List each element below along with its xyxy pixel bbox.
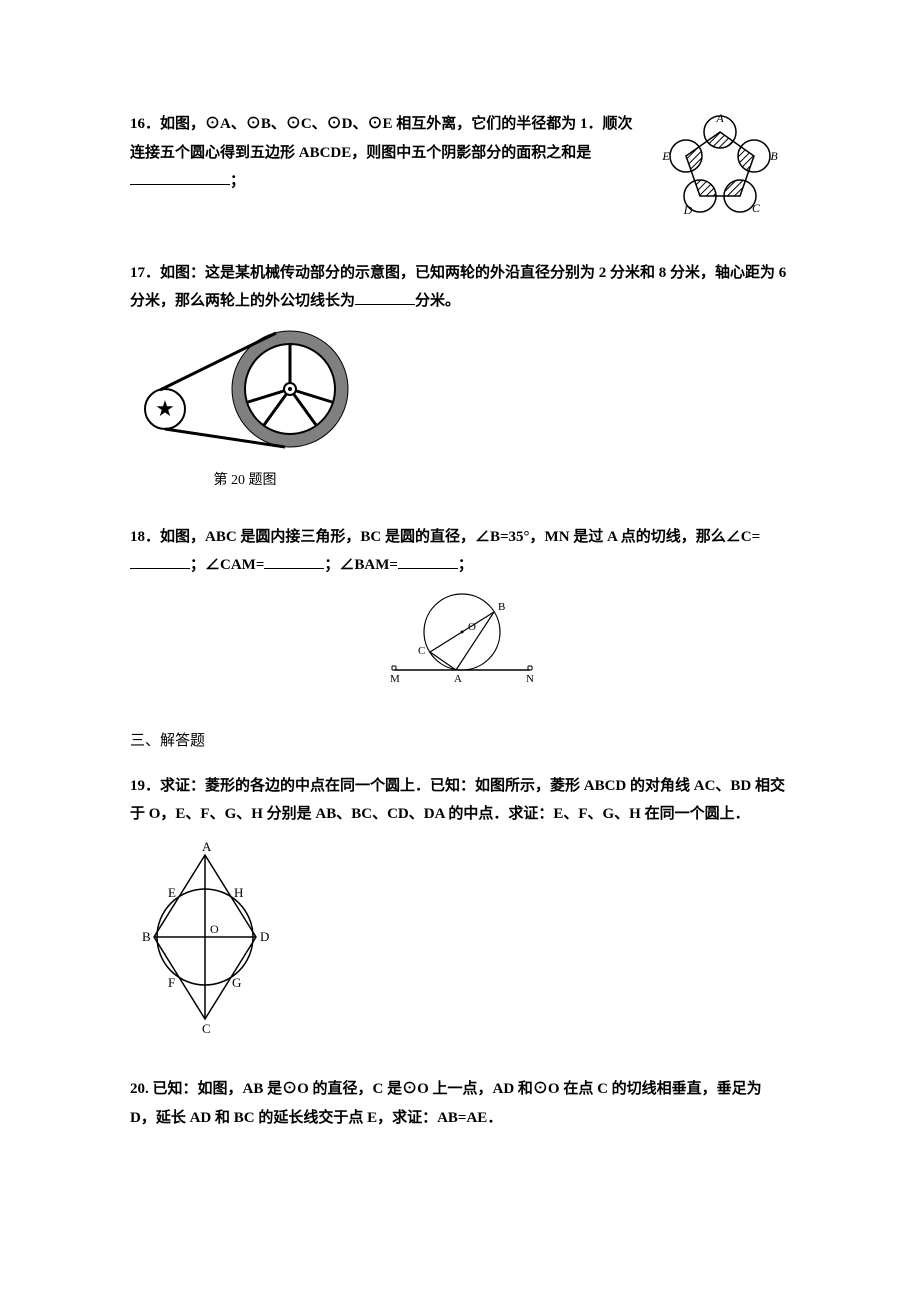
q16-num: 16 bbox=[130, 116, 145, 132]
section-3-title: 三、解答题 bbox=[130, 727, 790, 756]
q18-text-c: ；∠BAM= bbox=[324, 557, 398, 573]
q19-text: ．求证：菱形的各边的中点在同一个圆上．已知：如图所示，菱形 ABCD 的对角线 … bbox=[130, 778, 785, 823]
label-G: G bbox=[232, 975, 241, 990]
label-A: A bbox=[715, 111, 724, 125]
q18-text-b: ；∠CAM= bbox=[190, 557, 264, 573]
label-D: D bbox=[683, 203, 693, 217]
blank-18a[interactable] bbox=[130, 554, 190, 569]
figure-18: O B C A M N bbox=[130, 584, 790, 700]
q16-text-b: ； bbox=[230, 173, 245, 189]
q18-text-a: ．如图，ABC 是圆内接三角形，BC 是圆的直径，∠B=35°，MN 是过 A … bbox=[145, 529, 760, 545]
figure-19: A B C D E H F G O bbox=[130, 837, 790, 1048]
label-H: H bbox=[234, 885, 243, 900]
q18-text-d: ； bbox=[458, 557, 473, 573]
blank-18b[interactable] bbox=[264, 554, 324, 569]
label-D: D bbox=[260, 929, 269, 944]
problem-20: 20. 已知：如图，AB 是⊙O 的直径，C 是⊙O 上一点，AD 和⊙O 在点… bbox=[130, 1075, 790, 1132]
label-F: F bbox=[168, 975, 175, 990]
label-N: N bbox=[526, 673, 534, 685]
pulley-svg: ★ bbox=[130, 324, 360, 454]
blank-16[interactable] bbox=[130, 170, 230, 185]
label-C: C bbox=[418, 645, 425, 657]
q20-num: 20 bbox=[130, 1081, 145, 1097]
label-O: O bbox=[468, 621, 476, 633]
rhombus-svg: A B C D E H F G O bbox=[130, 837, 280, 1037]
problem-17: 17．如图：这是某机械传动部分的示意图，已知两轮的外沿直径分别为 2 分米和 8… bbox=[130, 259, 790, 495]
fig17-caption: 第 20 题图 bbox=[130, 468, 360, 495]
blank-18c[interactable] bbox=[398, 554, 458, 569]
star-icon: ★ bbox=[155, 396, 175, 421]
problem-16: A B C D E 16．如图，⊙A、⊙B、⊙C、⊙D、⊙E 相互外离，它们的半… bbox=[130, 110, 790, 231]
blank-17[interactable] bbox=[355, 290, 415, 305]
label-A: A bbox=[202, 839, 212, 854]
label-C: C bbox=[752, 201, 761, 215]
label-A: A bbox=[454, 673, 462, 685]
q20-text: . 已知：如图，AB 是⊙O 的直径，C 是⊙O 上一点，AD 和⊙O 在点 C… bbox=[130, 1081, 762, 1126]
pentagon-circles-svg: A B C D E bbox=[650, 110, 790, 220]
label-B: B bbox=[498, 601, 505, 613]
label-E: E bbox=[661, 149, 670, 163]
label-B: B bbox=[770, 149, 778, 163]
q17-text-b: 分米。 bbox=[415, 293, 460, 309]
q19-num: 19 bbox=[130, 778, 145, 794]
problem-19: 19．求证：菱形的各边的中点在同一个圆上．已知：如图所示，菱形 ABCD 的对角… bbox=[130, 772, 790, 1048]
label-O: O bbox=[210, 922, 219, 936]
inscribed-triangle-svg: O B C A M N bbox=[370, 584, 550, 689]
label-M: M bbox=[390, 673, 400, 685]
label-E: E bbox=[168, 885, 176, 900]
q17-num: 17 bbox=[130, 265, 145, 281]
figure-17: ★ 第 20 题图 bbox=[130, 324, 790, 495]
problem-18: 18．如图，ABC 是圆内接三角形，BC 是圆的直径，∠B=35°，MN 是过 … bbox=[130, 523, 790, 700]
q18-num: 18 bbox=[130, 529, 145, 545]
figure-16: A B C D E bbox=[650, 110, 790, 231]
label-C: C bbox=[202, 1021, 211, 1036]
q16-text-a: ．如图，⊙A、⊙B、⊙C、⊙D、⊙E 相互外离，它们的半径都为 1．顺次连接五个… bbox=[130, 116, 633, 161]
label-B: B bbox=[142, 929, 151, 944]
